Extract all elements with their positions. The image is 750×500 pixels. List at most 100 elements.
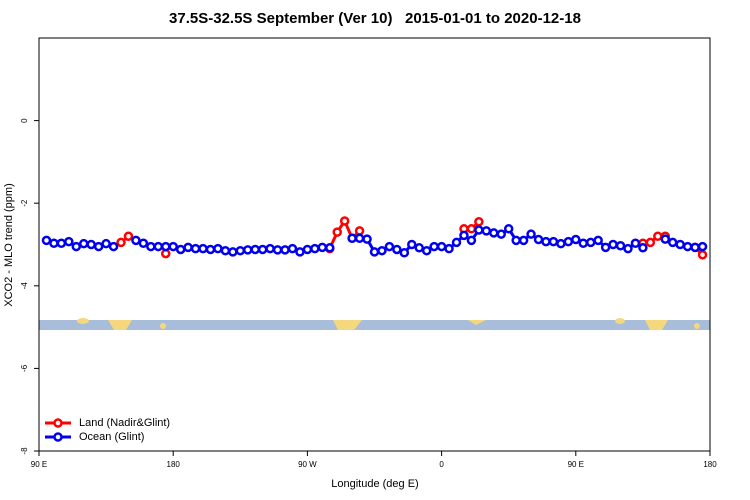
data-point [660,234,671,244]
data-point [64,236,74,247]
data-point [489,228,499,238]
y-tick-label: -2 [20,199,29,207]
data-point [339,216,350,226]
data-point [518,235,529,246]
data-point [56,238,67,249]
data-point [414,243,424,253]
y-tick-label: 0 [20,118,29,123]
data-point [257,244,268,255]
data-point [317,242,328,253]
legend-label: Ocean (Glint) [79,431,144,443]
data-point [354,233,365,244]
y-tick-label: -8 [20,447,29,455]
data-point [49,238,59,249]
data-point [645,237,656,248]
data-point [272,245,283,255]
data-point [697,250,708,260]
data-point [243,245,253,255]
y-tick-label: -4 [20,282,29,290]
data-point [384,241,395,252]
data-point [653,231,663,241]
data-point [198,243,208,254]
data-point [690,242,700,253]
x-tick-label: 90 E [31,460,47,469]
map-strip [39,318,710,330]
data-point [474,225,484,235]
data-point [444,243,454,254]
data-point [630,238,641,249]
data-point [213,243,223,254]
data-point [228,247,238,257]
x-tick-label: 0 [439,460,444,469]
data-point [697,241,708,252]
data-point [369,247,380,257]
data-point [101,238,111,249]
data-point [556,238,566,249]
data-point [190,243,201,254]
data-point [362,234,372,244]
data-point [310,243,320,254]
data-point [436,241,447,252]
data-point [466,235,477,246]
chart-title: 37.5S-32.5S September (Ver 10) 2015-01-0… [169,10,581,27]
data-point [131,235,141,246]
legend-marker [53,418,63,428]
legend-marker [53,432,63,442]
data-point [548,236,559,247]
data-point [183,242,193,253]
data-point [399,248,410,258]
data-point [287,243,298,254]
data-point [526,229,536,239]
data-point [667,237,678,248]
x-tick-label: 180 [167,460,181,469]
data-point [295,247,305,257]
x-tick-label: 90 W [298,460,317,469]
plot-frame [38,37,711,452]
data-point [608,239,618,250]
data-point [496,229,506,239]
data-point [585,237,596,248]
x-axis-label: Longitude (deg E) [331,478,418,490]
data-point [71,241,82,252]
data-point [675,239,685,250]
data-point [146,241,156,252]
data-point [541,236,551,247]
data-point [451,237,462,248]
data-point [220,245,231,256]
data-point [332,227,342,237]
data-point [175,244,186,255]
data-point [459,230,469,241]
data-point [421,245,432,256]
data-point [474,217,484,227]
data-point [235,245,246,256]
data-point [347,233,357,244]
data-point [600,242,611,253]
data-point [354,226,365,236]
data-point [302,244,313,255]
data-point [93,241,104,252]
data-point [123,231,134,241]
data-point [682,241,693,252]
data-point [481,226,492,236]
data-point [615,240,626,251]
data-point [160,241,171,252]
data-point [407,239,417,250]
data-point [571,234,581,245]
data-point [78,238,89,249]
x-tick-label: 180 [703,460,717,469]
data-point [511,235,521,246]
data-point [429,241,439,252]
data-point [280,245,290,255]
data-point [116,237,126,248]
data-point [168,241,178,252]
legend-label: Land (Nadir&Glint) [79,417,170,429]
data-point [533,234,544,245]
y-tick-label: -6 [20,364,29,372]
data-point [86,239,96,250]
data-point [563,236,574,247]
data-point [377,245,387,256]
data-point [138,238,149,249]
data-point [153,241,164,252]
data-point [205,244,216,255]
